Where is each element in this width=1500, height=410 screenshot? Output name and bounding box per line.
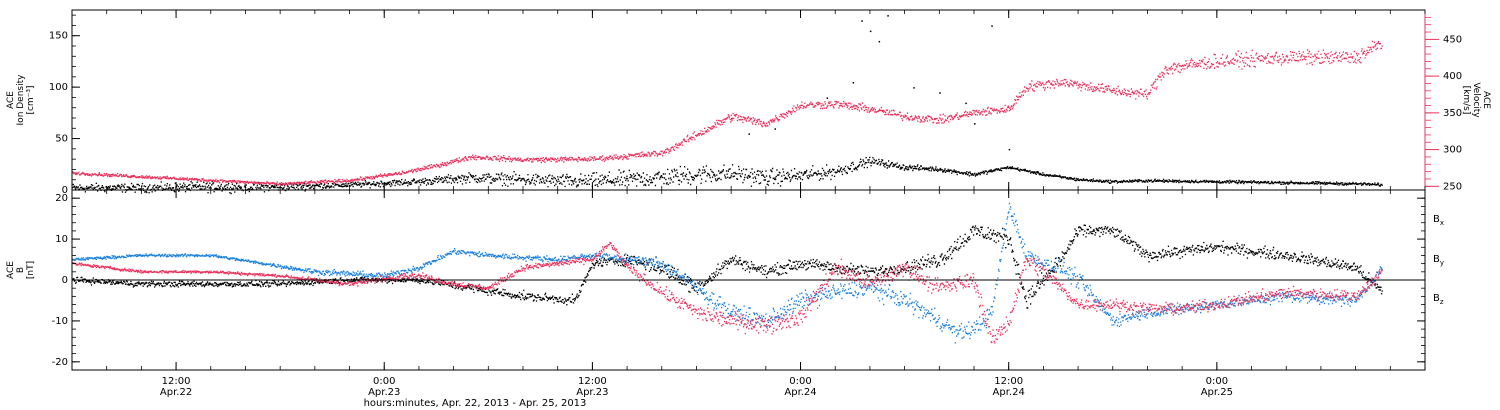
bottom-left-tick-label: -20	[52, 357, 68, 368]
bottom-panel: -20 -10 0 10 20 ACE B [nT] Bx By Bz	[6, 189, 1444, 371]
top-series-black	[72, 156, 1383, 195]
top-right-ylabel-line-1: Velocity	[1471, 82, 1481, 118]
top-frame	[71, 9, 1426, 191]
top-left-ylabel: ACE Ion Density [cm⁻³]	[6, 74, 36, 126]
bottom-left-ylabel-line-1: B	[16, 267, 26, 273]
top-right-tick-label: 350	[1443, 108, 1462, 119]
bottom-left-tick-label: 20	[55, 193, 68, 204]
top-left-ylabel-line-1: Ion Density	[16, 74, 26, 126]
top-series-black-spike-10	[939, 92, 941, 94]
top-left-tick-label: 50	[55, 134, 68, 145]
x-tick-date-0: Apr.22	[160, 387, 192, 398]
x-tick-date-4: Apr.24	[993, 387, 1025, 398]
x-tick-date-2: Apr.23	[576, 387, 608, 398]
top-series-black-spike-9	[913, 87, 915, 89]
legend-Bx: Bx	[1433, 214, 1444, 227]
bottom-left-ylabel-line-2: [nT]	[26, 261, 36, 279]
top-series-black-spike-13	[991, 25, 993, 27]
top-right-tick-label: 300	[1443, 145, 1462, 156]
x-tick-date-5: Apr.25	[1201, 387, 1233, 398]
top-series-black-spike-8	[887, 15, 889, 17]
top-series-black-spike-12	[974, 123, 976, 125]
x-tick-time-0: 12:00	[162, 376, 191, 387]
bottom-left-ylabel-line-0: ACE	[6, 261, 16, 279]
top-series-black-spike-3	[826, 97, 829, 99]
x-tick-time-4: 12:00	[994, 376, 1023, 387]
x-tick-date-1: Apr.23	[368, 387, 400, 398]
top-left-ylabel-line-0: ACE	[6, 91, 16, 109]
bottom-series-Bz	[72, 241, 1383, 344]
top-right-ylabel-line-2: [km/s]	[1461, 86, 1471, 115]
top-series-black-spike-4	[852, 82, 855, 84]
top-right-ylabel-line-0: ACE	[1481, 91, 1491, 109]
top-right-tick-label: 450	[1443, 34, 1462, 45]
top-series-black-spike-11	[965, 102, 967, 105]
top-left-tick-label: 100	[49, 82, 68, 93]
bottom-series-Bx	[72, 224, 1383, 309]
top-series-black-spike-14	[1008, 148, 1011, 151]
x-tick-time-3: 0:00	[789, 376, 811, 387]
bottom-left-tick-label: 10	[55, 234, 68, 245]
top-series-red	[72, 40, 1383, 186]
top-left-ylabel-line-2: [cm⁻³]	[26, 85, 36, 114]
x-axis: 12:00Apr.220:00Apr.2312:00Apr.230:00Apr.…	[160, 376, 1233, 398]
top-right-tick-label: 250	[1443, 181, 1462, 192]
top-series-black-spike-7	[878, 40, 881, 43]
top-series-black-spike-1	[748, 133, 750, 135]
bottom-left-ylabel: ACE B [nT]	[6, 261, 36, 279]
x-tick-time-2: 12:00	[578, 376, 607, 387]
bottom-series-By	[72, 202, 1383, 344]
x-axis-title: hours:minutes, Apr. 22, 2013 - Apr. 25, …	[364, 398, 587, 409]
top-series-black-spike-5	[861, 20, 863, 22]
x-tick-time-5: 0:00	[1206, 376, 1228, 387]
top-right-tick-label: 400	[1443, 71, 1462, 82]
x-tick-time-1: 0:00	[373, 376, 395, 387]
bottom-left-tick-label: 0	[62, 275, 68, 286]
x-tick-date-3: Apr.24	[784, 387, 816, 398]
legend-Bz: Bz	[1433, 293, 1444, 306]
bottom-left-tick-label: -10	[52, 316, 68, 327]
top-left-tick-label: 0	[62, 185, 68, 196]
top-series-black-spike-6	[869, 30, 872, 33]
legend-By: By	[1433, 254, 1444, 267]
top-left-tick-label: 150	[49, 31, 68, 42]
top-series-black-spike-2	[774, 128, 776, 130]
